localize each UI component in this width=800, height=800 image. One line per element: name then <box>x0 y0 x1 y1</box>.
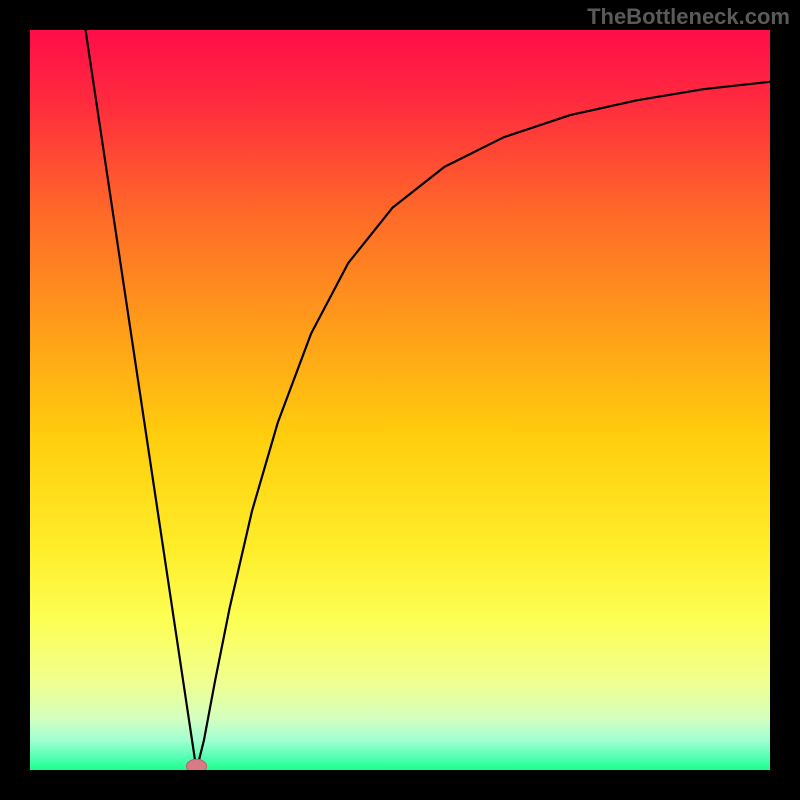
watermark-text: TheBottleneck.com <box>587 4 790 30</box>
optimal-point-marker <box>187 759 207 770</box>
plot-area <box>30 30 770 770</box>
bottleneck-curve-chart <box>30 30 770 770</box>
chart-container: TheBottleneck.com <box>0 0 800 800</box>
